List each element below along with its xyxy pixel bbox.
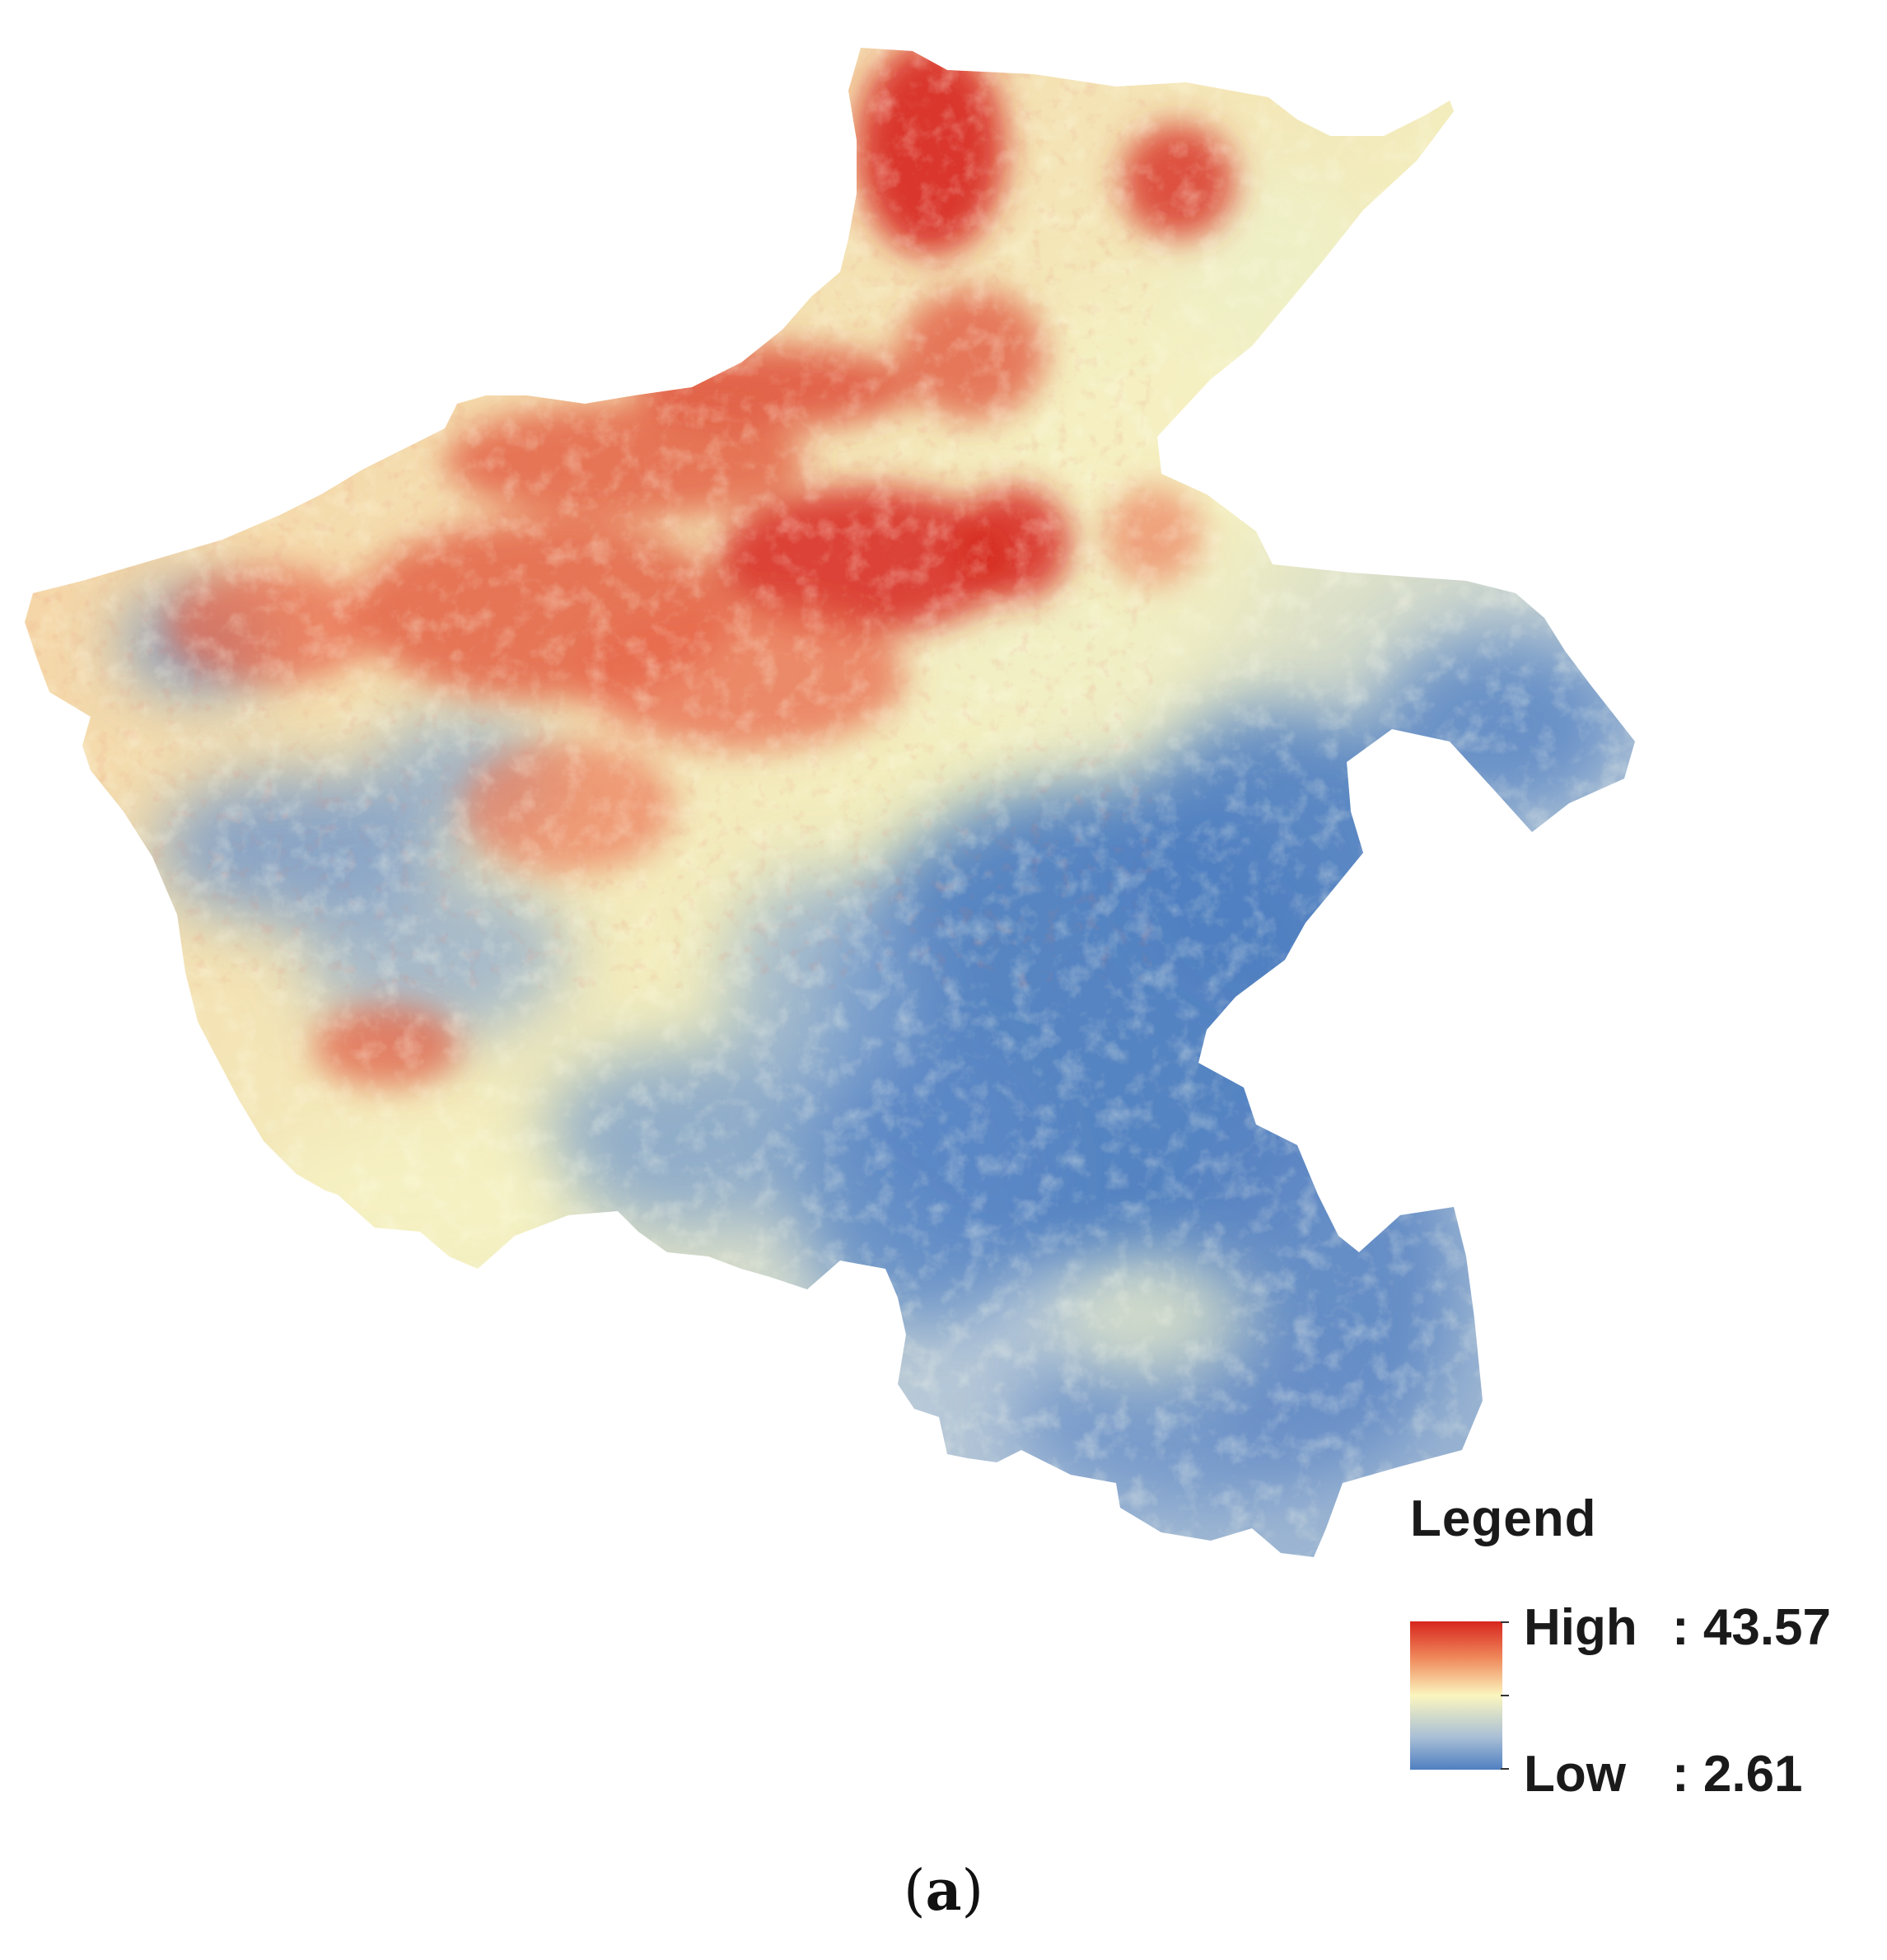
legend-high-label: High [1524, 1599, 1637, 1656]
legend-low-label: Low [1524, 1746, 1626, 1803]
legend-tick-high [1501, 1621, 1509, 1623]
legend-low-value: : 2.61 [1672, 1746, 1803, 1803]
caption-close-paren: ) [961, 1859, 984, 1924]
figure-caption: (a) [0, 1858, 1887, 1924]
legend-title: Legend [1410, 1490, 1597, 1547]
caption-open-paren: ( [903, 1859, 926, 1924]
caption-letter: a [925, 1858, 962, 1924]
legend-color-ramp [1410, 1621, 1502, 1770]
legend-high-entry: High : 43.57 [1524, 1598, 1831, 1657]
legend-tick-mid [1501, 1695, 1509, 1696]
legend-low-entry: Low : 2.61 [1524, 1745, 1803, 1803]
legend-high-value: : 43.57 [1672, 1599, 1832, 1656]
legend-tick-low [1501, 1768, 1509, 1770]
